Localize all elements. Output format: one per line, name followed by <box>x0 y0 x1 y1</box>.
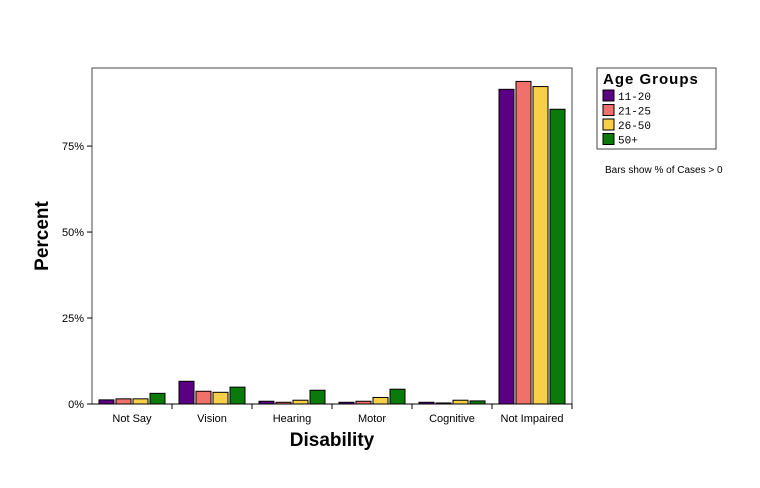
bar <box>389 388 406 405</box>
bar <box>132 398 149 405</box>
x-tick-label: Not Impaired <box>501 413 564 425</box>
x-axis-label: Disability <box>290 430 375 451</box>
y-tick-label: 0% <box>68 399 84 411</box>
bar <box>549 108 566 405</box>
y-axis-label: Percent <box>32 200 53 270</box>
legend-label: 26-50 <box>618 121 651 133</box>
bar <box>195 390 212 405</box>
plot-area <box>91 67 573 405</box>
x-tick-label: Vision <box>197 413 227 425</box>
bar <box>98 399 115 405</box>
bar <box>212 391 229 405</box>
bar <box>532 86 549 405</box>
bar <box>515 80 532 405</box>
legend-swatch <box>602 89 615 102</box>
legend-swatch <box>602 118 615 131</box>
bar <box>115 398 132 405</box>
legend-title: Age Groups <box>603 71 699 88</box>
bar <box>229 386 246 405</box>
y-tick-label: 50% <box>62 227 84 239</box>
x-tick-label: Hearing <box>273 413 312 425</box>
bar <box>372 396 389 405</box>
bar <box>498 88 515 405</box>
bar <box>149 392 166 405</box>
y-tick-label: 75% <box>62 141 84 153</box>
legend-swatch <box>602 104 615 116</box>
x-tick-label: Motor <box>358 413 386 425</box>
y-tick-label: 25% <box>62 313 84 325</box>
bar <box>292 399 309 405</box>
legend-label: 50+ <box>618 136 638 148</box>
legend-label: 11-20 <box>618 92 651 104</box>
bar <box>309 389 326 405</box>
legend <box>596 67 717 150</box>
bar <box>178 380 195 405</box>
x-tick-label: Not Say <box>112 413 152 425</box>
chart-note: Bars show % of Cases > 0 <box>605 165 723 176</box>
x-tick-label: Cognitive <box>429 413 475 425</box>
legend-swatch <box>602 133 615 145</box>
bar <box>452 399 469 405</box>
legend-label: 21-25 <box>618 107 651 119</box>
